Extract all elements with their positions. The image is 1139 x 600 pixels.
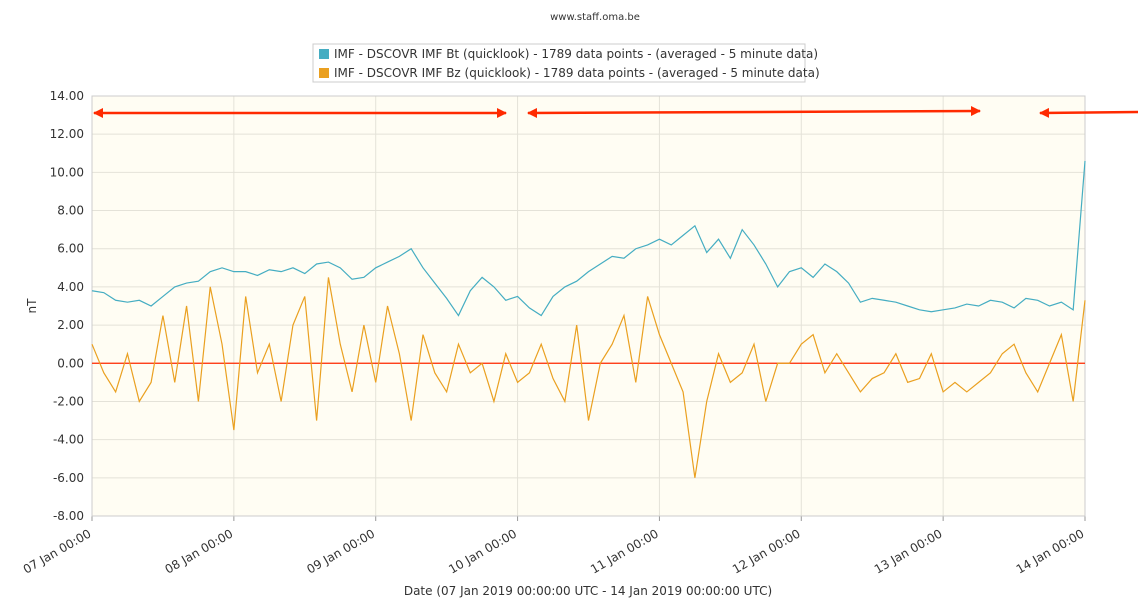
legend-swatch <box>319 49 329 59</box>
y-tick-label: -8.00 <box>53 509 84 523</box>
legend-label: IMF - DSCOVR IMF Bz (quicklook) - 1789 d… <box>334 66 820 80</box>
y-axis-label: nT <box>25 298 39 314</box>
arrow <box>527 106 981 118</box>
y-tick-label: -4.00 <box>53 433 84 447</box>
plot-border <box>91 95 1086 517</box>
x-tick-label: 12 Jan 00:00 <box>730 526 803 576</box>
plot-area <box>92 96 1085 516</box>
y-tick-label: 2.00 <box>57 318 84 332</box>
legend-label: IMF - DSCOVR IMF Bt (quicklook) - 1789 d… <box>334 47 818 61</box>
y-tick-label: -2.00 <box>53 394 84 408</box>
legend-box <box>312 43 806 83</box>
legend-swatch <box>319 68 329 78</box>
y-tick-label: 8.00 <box>57 204 84 218</box>
annotation-arrows <box>93 106 1139 118</box>
y-tick-label: 14.00 <box>50 89 84 103</box>
x-axis-label: Date (07 Jan 2019 00:00:00 UTC - 14 Jan … <box>404 584 772 598</box>
arrow <box>1039 107 1139 118</box>
y-tick-label: 6.00 <box>57 242 84 256</box>
x-tick-label: 09 Jan 00:00 <box>304 526 377 576</box>
x-tick-label: 13 Jan 00:00 <box>872 526 945 576</box>
y-tick-label: 10.00 <box>50 165 84 179</box>
series-line <box>91 277 1086 478</box>
y-tick-label: 0.00 <box>57 356 84 370</box>
y-tick-label: 4.00 <box>57 280 84 294</box>
series-line <box>91 160 1086 317</box>
x-tick-label: 08 Jan 00:00 <box>163 526 236 576</box>
x-tick-label: 10 Jan 00:00 <box>446 526 519 576</box>
y-tick-label: -6.00 <box>53 471 84 485</box>
x-tick-label: 14 Jan 00:00 <box>1014 526 1087 576</box>
x-tick-label: 11 Jan 00:00 <box>588 526 661 576</box>
x-tick-label: 07 Jan 00:00 <box>21 526 94 576</box>
y-tick-label: 12.00 <box>50 127 84 141</box>
chart-title: www.staff.oma.be <box>550 12 640 23</box>
